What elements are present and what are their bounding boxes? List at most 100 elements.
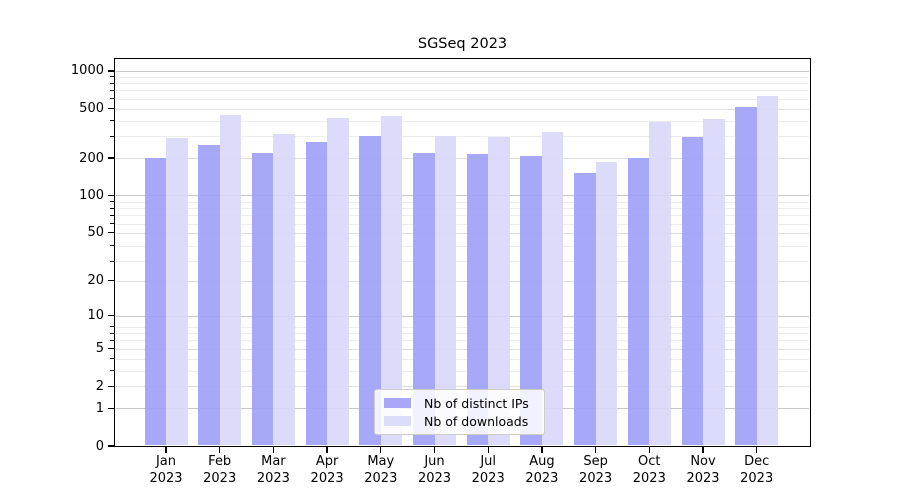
bar-downloads-dec [756, 96, 779, 445]
y-minor-tick [110, 207, 115, 209]
x-tick [326, 447, 328, 453]
y-tick [108, 348, 115, 350]
bar-downloads-may [380, 115, 403, 445]
legend: Nb of distinct IPs Nb of downloads [374, 389, 545, 435]
x-tick-label-may: May 2023 [364, 454, 398, 486]
bar-distinct-ips-apr [305, 141, 328, 445]
x-tick-label-jun: Jun 2023 [417, 454, 452, 486]
y-minor-tick [110, 76, 115, 78]
legend-item-distinct-ips: Nb of distinct IPs [384, 396, 535, 411]
gridline-minor [116, 98, 809, 100]
y-minor-tick [110, 332, 115, 334]
y-tick-label-0: 0 [95, 438, 104, 454]
bar-distinct-ips-oct [627, 157, 650, 445]
legend-swatch-downloads [384, 415, 411, 427]
legend-swatch-distinct-ips [384, 397, 411, 409]
y-tick [108, 231, 115, 234]
gridline-minor [116, 326, 809, 328]
bar-downloads-feb [219, 115, 242, 445]
legend-item-downloads: Nb of downloads [384, 414, 535, 429]
gridline-minor [116, 201, 809, 203]
bar-downloads-mar [273, 133, 295, 445]
bar-downloads-jul [488, 136, 510, 445]
gridline-minor [116, 358, 809, 360]
y-minor-tick [110, 370, 115, 372]
y-tick-label-1: 1 [95, 400, 104, 416]
gridline-50 [116, 232, 809, 234]
bar-distinct-ips-jun [413, 152, 435, 445]
gridline-minor [116, 120, 809, 122]
gridline-5 [116, 348, 809, 350]
x-tick [433, 447, 436, 453]
y-tick-label-100: 100 [79, 187, 104, 203]
x-tick-label-jul: Jul 2023 [471, 454, 505, 486]
gridline-minor [116, 370, 809, 372]
x-tick [648, 447, 650, 453]
x-tick-label-dec: Dec 2023 [740, 454, 774, 486]
legend-label-distinct-ips: Nb of distinct IPs [424, 395, 529, 411]
x-tick [272, 447, 275, 453]
y-minor-tick [110, 135, 115, 137]
bar-distinct-ips-jul [466, 153, 489, 445]
gridline-minor [116, 223, 809, 225]
gridline-minor [116, 340, 809, 342]
gridline-minor [116, 76, 809, 78]
y-tick [108, 407, 115, 410]
y-minor-tick [110, 326, 115, 328]
gridline-2 [116, 386, 809, 388]
y-tick [108, 315, 115, 317]
y-tick-label-20: 20 [87, 273, 104, 289]
y-tick-label-500: 500 [79, 101, 104, 117]
y-minor-tick [110, 358, 115, 360]
chart-title: SGSeq 2023 [417, 36, 508, 52]
y-minor-tick [110, 214, 115, 216]
y-tick [108, 107, 115, 110]
bar-downloads-sep [595, 162, 618, 445]
gridline-1000 [116, 70, 809, 72]
gridline-500 [116, 108, 809, 110]
y-minor-tick [110, 98, 115, 100]
y-minor-tick [110, 89, 115, 91]
bar-distinct-ips-jan [144, 157, 166, 445]
y-minor-tick [110, 201, 115, 203]
x-tick [165, 447, 167, 453]
gridline-minor [116, 261, 809, 263]
y-tick [108, 385, 115, 387]
y-tick [108, 445, 115, 447]
bar-downloads-nov [703, 118, 725, 445]
x-tick-label-oct: Oct 2023 [632, 454, 666, 486]
y-tick-label-10: 10 [87, 308, 104, 324]
bar-distinct-ips-mar [251, 152, 274, 445]
gridline-minor [116, 90, 809, 92]
bar-distinct-ips-dec [735, 106, 757, 445]
x-tick [487, 447, 489, 453]
bar-distinct-ips-aug [520, 155, 542, 445]
gridline-minor [116, 83, 809, 85]
gridline-200 [116, 158, 809, 160]
y-minor-tick [110, 223, 115, 225]
y-tick [108, 280, 115, 282]
y-minor-tick [110, 260, 115, 262]
y-tick [108, 157, 115, 159]
x-tick-label-nov: Nov 2023 [686, 454, 720, 486]
y-tick [108, 194, 115, 197]
gridline-minor [116, 208, 809, 210]
x-tick [219, 447, 221, 453]
x-tick-label-feb: Feb 2023 [203, 454, 237, 486]
x-tick [380, 447, 382, 453]
plot-canvas [116, 60, 809, 445]
bar-distinct-ips-may [359, 136, 381, 445]
y-tick [108, 70, 115, 72]
gridline-20 [116, 280, 809, 282]
x-tick-label-aug: Aug 2023 [525, 454, 559, 486]
gridline-minor [116, 215, 809, 217]
bar-downloads-apr [327, 118, 349, 445]
y-minor-tick [110, 339, 115, 341]
y-tick-label-1000: 1000 [70, 63, 104, 79]
bar-distinct-ips-nov [681, 137, 703, 445]
bar-downloads-jan [166, 138, 188, 445]
gridline-minor [116, 333, 809, 335]
y-minor-tick [110, 245, 115, 247]
